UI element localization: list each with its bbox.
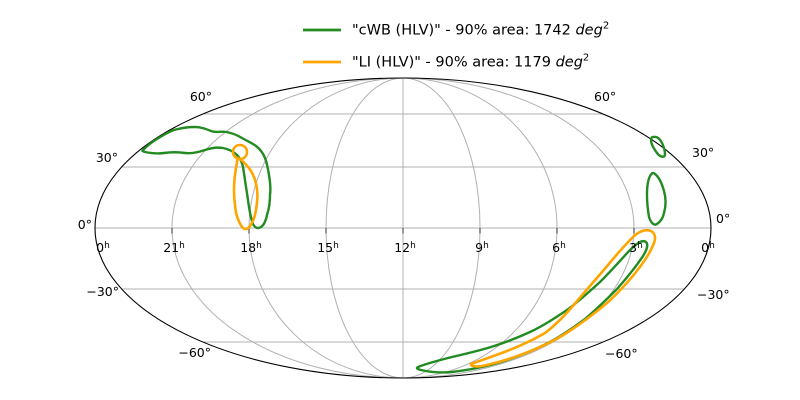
dec-label-right-60s: −60°	[605, 346, 638, 361]
cwb-contour-small-blob	[649, 135, 667, 158]
dec-label-right-30n: 30°	[692, 145, 714, 160]
legend-label-li: "LI (HLV)" - 90% area: 1179 deg2	[352, 53, 589, 71]
li-contour-north-loop	[232, 156, 259, 231]
dec-label-left-30s: −30°	[86, 284, 119, 299]
ra-label-9h: 9h	[475, 240, 489, 255]
li-contour-south-arc	[469, 228, 657, 368]
li-contours	[231, 143, 657, 368]
ra-tick-marks	[171, 228, 635, 234]
dec-label-left-30n: 30°	[96, 150, 118, 165]
cwb-contour-south-arc	[415, 239, 649, 374]
ra-label-3h: 3h	[629, 240, 643, 255]
ra-label-6h: 6h	[552, 240, 566, 255]
dec-label-left-60s: −60°	[178, 345, 211, 360]
ra-label-15h: 15h	[317, 240, 339, 255]
dec-label-left-60n: 60°	[190, 89, 212, 104]
dec-label-right-60n: 60°	[594, 89, 616, 104]
ra-labels: 0h 21h 18h 15h 12h 9h 6h 3h 0h	[96, 240, 715, 255]
dec-labels-left: 60° 30° 0° −30° −60°	[78, 89, 212, 360]
map-boundary	[94, 77, 712, 379]
cwb-contour-east-loop	[645, 171, 667, 226]
legend: "cWB (HLV)" - 90% area: 1742 deg2 "LI (H…	[303, 21, 609, 71]
ra-label-18h: 18h	[240, 240, 262, 255]
ra-label-0h-right: 0h	[701, 240, 715, 255]
ra-label-12h: 12h	[394, 240, 416, 255]
dec-label-right-30s: −30°	[697, 287, 730, 302]
dec-labels-right: 60° 30° 0° −30° −60°	[594, 89, 730, 361]
cwb-contours	[141, 125, 667, 374]
ra-label-21h: 21h	[163, 240, 185, 255]
dec-label-right-0: 0°	[716, 211, 730, 226]
legend-label-cwb: "cWB (HLV)" - 90% area: 1742 deg2	[352, 21, 609, 39]
cwb-contour-northwest-band	[141, 125, 272, 230]
ra-label-0h-left: 0h	[96, 240, 110, 255]
dec-label-left-0: 0°	[78, 217, 92, 232]
